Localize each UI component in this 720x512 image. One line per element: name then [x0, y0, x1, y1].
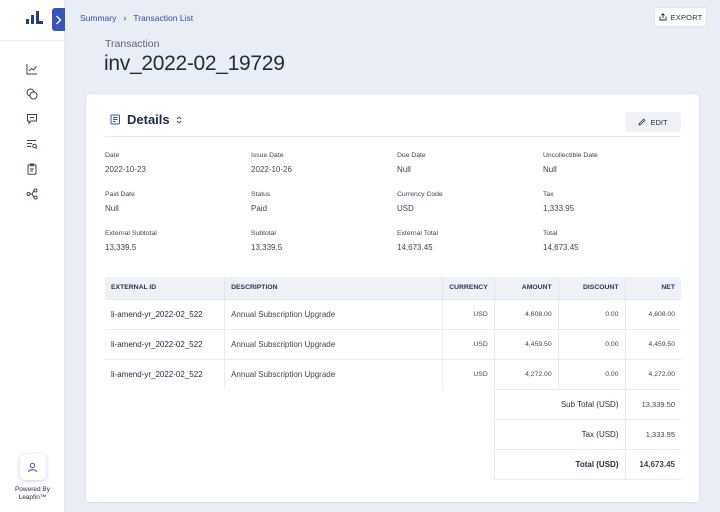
powered-by-line-2: Leapfin™ [18, 494, 47, 501]
table-row[interactable]: li-amend-yr_2022-02_522 Annual Subscript… [105, 358, 681, 389]
cell-amount: 4,608.00 [494, 298, 559, 329]
subtotal-value: 13,339.50 [625, 388, 681, 419]
table-row[interactable]: li-amend-yr_2022-02_522 Annual Subscript… [105, 328, 681, 359]
cell-description: Annual Subscription Upgrade [224, 328, 444, 359]
total-row: Total (USD) 14,673.45 [105, 448, 681, 480]
line-items-table: EXTERNAL ID DESCRIPTION CURRENCY AMOUNT … [105, 277, 681, 480]
chevron-right-icon: › [123, 13, 127, 23]
col-header-net[interactable]: NET [625, 277, 681, 299]
coins-icon[interactable] [23, 85, 41, 103]
cell-discount: 0.00 [558, 358, 626, 389]
export-label: EXPORT [670, 12, 703, 22]
cell-discount: 0.00 [558, 328, 626, 359]
sidebar: Powered By Leapfin™ [0, 0, 65, 512]
breadcrumb: Summary › Transaction List [80, 13, 193, 23]
details-title: Details [127, 112, 170, 127]
cell-net: 4,459.50 [625, 328, 681, 359]
col-header-description[interactable]: DESCRIPTION [224, 277, 444, 299]
field-date: Date 2022-10-23 [105, 152, 146, 174]
field-due-date: Due Date Null [397, 152, 426, 174]
subtotal-label: Sub Total (USD) [494, 388, 626, 419]
total-value: 14,673.45 [625, 448, 681, 480]
cell-amount: 4,459.50 [494, 328, 559, 359]
chevron-right-icon [56, 15, 62, 24]
cell-external-id: li-amend-yr_2022-02_522 [105, 328, 226, 359]
chat-icon[interactable] [23, 110, 41, 128]
table-header-row: EXTERNAL ID DESCRIPTION CURRENCY AMOUNT … [105, 277, 681, 299]
field-total: Total 14,673.45 [543, 230, 579, 252]
field-tax: Tax 1,333.95 [543, 191, 575, 213]
field-external-total: External Total 14,673.45 [397, 230, 439, 252]
col-header-currency[interactable]: CURRENCY [442, 277, 495, 299]
divider [105, 136, 680, 137]
share-icon [659, 13, 666, 21]
details-header[interactable]: Details [110, 112, 182, 127]
col-header-discount[interactable]: DISCOUNT [558, 277, 626, 299]
details-card: Details EDIT Date 2022-10-23 Issue Date 20… [85, 93, 700, 503]
total-label: Total (USD) [494, 448, 626, 480]
cell-discount: 0.00 [558, 298, 626, 329]
tax-label: Tax (USD) [494, 418, 626, 449]
cell-currency: USD [442, 328, 495, 359]
sort-chevron-icon [176, 115, 181, 124]
field-currency-code: Currency Code USD [397, 191, 443, 213]
tax-row: Tax (USD) 1,333.95 [105, 418, 681, 449]
workflow-icon[interactable] [23, 185, 41, 203]
field-external-subtotal: External Subtotal 13,339.5 [105, 230, 157, 252]
edit-button[interactable]: EDIT [625, 112, 681, 132]
user-avatar-button[interactable] [19, 454, 46, 480]
chart-line-icon[interactable] [23, 60, 41, 78]
field-paid-date: Paid Date Null [105, 191, 135, 213]
tax-value: 1,333.95 [625, 418, 681, 449]
cell-currency: USD [442, 298, 495, 329]
clipboard-icon[interactable] [23, 160, 41, 178]
col-header-external-id[interactable]: EXTERNAL ID [105, 277, 226, 299]
field-status: Status Paid [251, 191, 271, 213]
pencil-icon [638, 118, 646, 126]
app-logo [0, 0, 65, 41]
page-label: Transaction [105, 38, 160, 50]
user-icon [28, 462, 37, 472]
sidebar-expand-button[interactable] [52, 8, 65, 31]
document-icon [110, 114, 120, 125]
breadcrumb-transaction-list[interactable]: Transaction List [133, 13, 194, 23]
edit-label: EDIT [650, 117, 668, 127]
export-button[interactable]: EXPORT [654, 7, 707, 27]
page-title: inv_2022-02_19729 [104, 52, 285, 75]
cell-external-id: li-amend-yr_2022-02_522 [105, 298, 226, 329]
cell-net: 4,272.00 [625, 358, 681, 389]
cell-description: Annual Subscription Upgrade [224, 358, 444, 389]
cell-currency: USD [442, 358, 495, 389]
powered-by-line-1: Powered By [14, 486, 51, 493]
breadcrumb-summary[interactable]: Summary [80, 13, 117, 23]
field-subtotal: Subtotal 13,339.5 [251, 230, 283, 252]
powered-by: Powered By Leapfin™ [0, 454, 65, 502]
search-list-icon[interactable] [23, 135, 41, 153]
field-uncollectible-date: Uncollectible Date Null [543, 152, 598, 174]
cell-net: 4,608.00 [625, 298, 681, 329]
table-row[interactable]: li-amend-yr_2022-02_522 Annual Subscript… [105, 298, 681, 329]
field-issue-date: Issue Date 2022-10-26 [251, 152, 292, 174]
col-header-amount[interactable]: AMOUNT [494, 277, 559, 299]
cell-amount: 4,272.00 [494, 358, 559, 389]
cell-external-id: li-amend-yr_2022-02_522 [105, 358, 226, 389]
cell-description: Annual Subscription Upgrade [224, 298, 444, 329]
subtotal-row: Sub Total (USD) 13,339.50 [105, 388, 681, 419]
